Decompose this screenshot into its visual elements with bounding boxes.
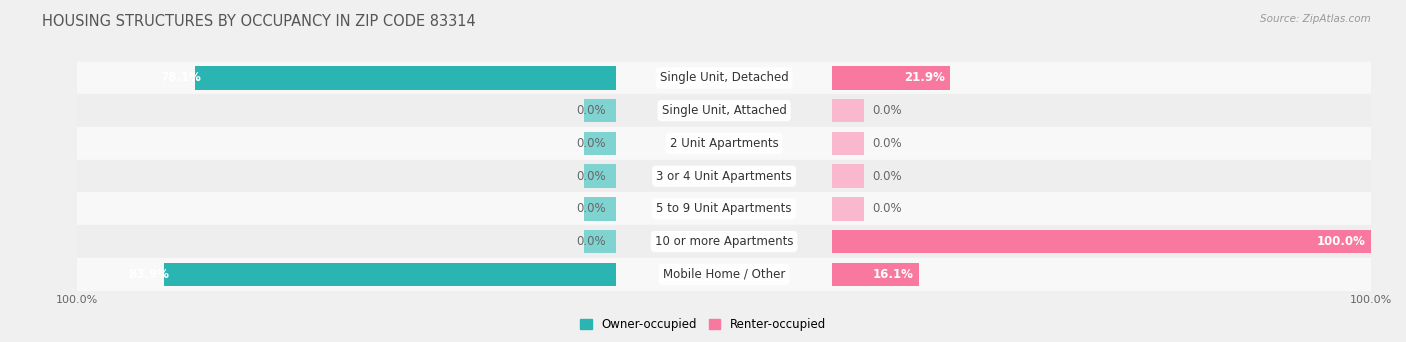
Text: 0.0%: 0.0% <box>872 137 901 150</box>
Text: 0.0%: 0.0% <box>872 170 901 183</box>
Text: 10 or more Apartments: 10 or more Apartments <box>655 235 793 248</box>
Text: 0.0%: 0.0% <box>576 235 606 248</box>
Text: 78.1%: 78.1% <box>160 71 201 84</box>
Bar <box>616 62 832 94</box>
Bar <box>832 160 1371 193</box>
Bar <box>583 165 616 188</box>
Bar <box>832 193 1371 225</box>
Text: 2 Unit Apartments: 2 Unit Apartments <box>669 137 779 150</box>
Text: 16.1%: 16.1% <box>872 268 914 281</box>
Bar <box>832 165 865 188</box>
Bar <box>832 258 1371 291</box>
Text: 0.0%: 0.0% <box>576 202 606 215</box>
Bar <box>583 197 616 221</box>
Bar <box>616 225 832 258</box>
Bar <box>77 160 616 193</box>
Text: Single Unit, Attached: Single Unit, Attached <box>662 104 786 117</box>
Text: Single Unit, Detached: Single Unit, Detached <box>659 71 789 84</box>
Text: Source: ZipAtlas.com: Source: ZipAtlas.com <box>1260 14 1371 24</box>
Text: Mobile Home / Other: Mobile Home / Other <box>662 268 786 281</box>
Bar <box>77 193 616 225</box>
Text: 21.9%: 21.9% <box>904 71 945 84</box>
Bar <box>832 66 950 90</box>
Bar <box>616 94 832 127</box>
Text: 83.9%: 83.9% <box>128 268 170 281</box>
Bar <box>616 160 832 193</box>
Bar <box>832 230 1371 253</box>
Bar <box>832 263 918 286</box>
Bar <box>616 127 832 160</box>
Bar <box>165 263 616 286</box>
Text: 0.0%: 0.0% <box>872 104 901 117</box>
Bar <box>583 99 616 122</box>
Bar <box>583 132 616 155</box>
Bar <box>616 193 832 225</box>
Legend: Owner-occupied, Renter-occupied: Owner-occupied, Renter-occupied <box>575 314 831 336</box>
Bar <box>77 94 616 127</box>
Text: 0.0%: 0.0% <box>576 137 606 150</box>
Text: 0.0%: 0.0% <box>576 104 606 117</box>
Bar <box>832 99 865 122</box>
Bar <box>832 225 1371 258</box>
Bar <box>583 230 616 253</box>
Bar <box>832 127 1371 160</box>
Text: 0.0%: 0.0% <box>576 170 606 183</box>
Bar <box>832 94 1371 127</box>
Bar <box>77 62 616 94</box>
Bar <box>832 62 1371 94</box>
Text: 0.0%: 0.0% <box>872 202 901 215</box>
Bar <box>832 197 865 221</box>
Text: 5 to 9 Unit Apartments: 5 to 9 Unit Apartments <box>657 202 792 215</box>
Bar <box>832 132 865 155</box>
Text: 100.0%: 100.0% <box>1316 235 1365 248</box>
Text: 3 or 4 Unit Apartments: 3 or 4 Unit Apartments <box>657 170 792 183</box>
Bar <box>77 127 616 160</box>
Bar <box>77 225 616 258</box>
Text: HOUSING STRUCTURES BY OCCUPANCY IN ZIP CODE 83314: HOUSING STRUCTURES BY OCCUPANCY IN ZIP C… <box>42 14 475 29</box>
Bar <box>77 258 616 291</box>
Bar <box>195 66 616 90</box>
Bar <box>616 258 832 291</box>
